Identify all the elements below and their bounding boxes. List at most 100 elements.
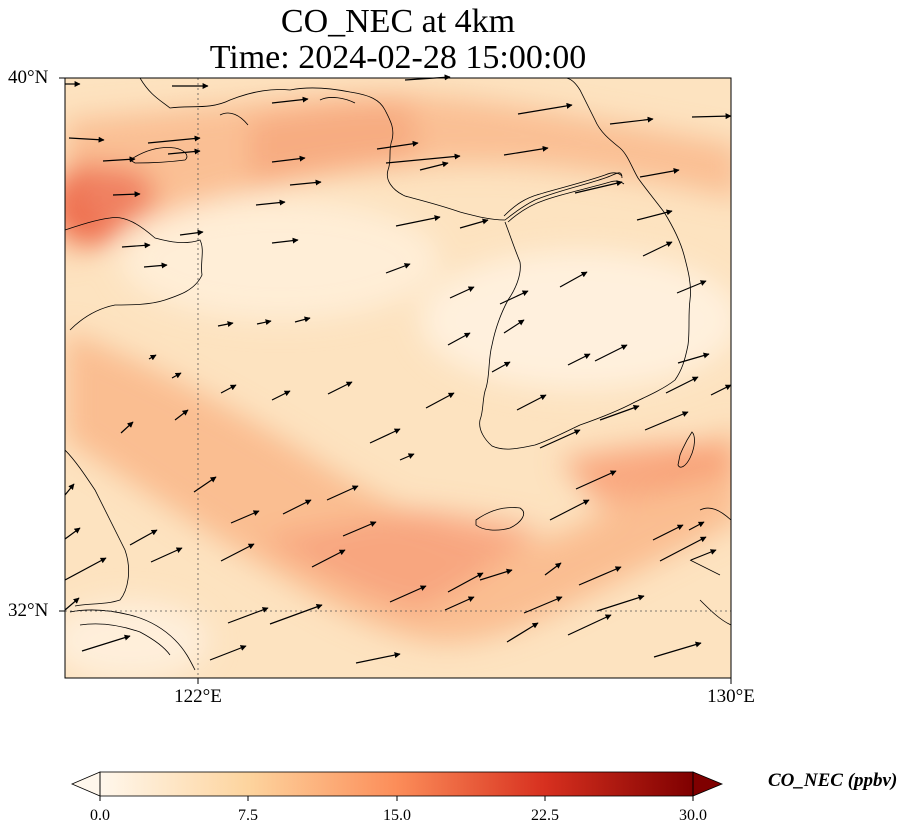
- wind-arrow: [594, 344, 628, 362]
- wind-arrow: [517, 102, 573, 115]
- wind-arrow: [179, 229, 204, 236]
- wind-arrow: [642, 241, 673, 257]
- wind-arrow: [271, 390, 291, 401]
- wind-arrow: [369, 428, 401, 444]
- colorbar-gradient: [100, 772, 693, 796]
- wind-arrow: [112, 191, 141, 198]
- wind-arrow: [147, 135, 201, 144]
- wind-arrow: [271, 155, 306, 163]
- wind-arrow: [120, 421, 134, 434]
- north-coastline: [139, 78, 623, 221]
- colorbar-tick-1: 7.5: [238, 807, 258, 824]
- wind-arrow: [676, 280, 707, 294]
- wind-arrow: [444, 596, 475, 611]
- wind-arrow: [559, 271, 588, 288]
- wind-arrow: [691, 113, 732, 120]
- wind-arrow: [636, 209, 673, 221]
- colorbar-extend-low: [70, 771, 101, 797]
- wind-arrow: [544, 562, 562, 576]
- wind-arrow: [644, 411, 689, 431]
- liaoning-islands: [219, 97, 356, 126]
- wind-arrow: [710, 384, 732, 396]
- wind-arrow: [447, 332, 471, 346]
- wind-arrow: [174, 409, 189, 421]
- yangtze-estuary-b: [79, 623, 171, 656]
- wind-arrow: [385, 153, 461, 164]
- yangtze-estuary: [69, 609, 196, 671]
- colorbar-tick-0: 0.0: [90, 807, 110, 824]
- wind-arrow: [64, 597, 80, 611]
- map-frame: [64, 77, 732, 679]
- wind-arrow: [121, 242, 151, 249]
- wind-arrow: [677, 352, 710, 364]
- wind-arrow: [311, 549, 346, 568]
- coastlines: [65, 78, 731, 671]
- wind-arrow: [399, 453, 415, 461]
- colorbar-tick-2: 15.0: [383, 807, 411, 824]
- wind-arrow: [549, 499, 590, 521]
- wind-arrow: [567, 614, 612, 636]
- wind-arrow: [503, 319, 525, 334]
- wind-arrow: [327, 381, 353, 395]
- wind-arrow: [491, 361, 511, 373]
- wind-arrow: [230, 510, 260, 524]
- wind-vectors: [64, 74, 732, 664]
- wind-arrow: [385, 263, 411, 274]
- wind-arrow: [294, 316, 311, 323]
- wind-arrow: [171, 372, 182, 379]
- wind-arrow: [575, 470, 617, 490]
- tsushima-island: [677, 431, 695, 468]
- wind-arrow: [256, 319, 272, 326]
- wind-arrow: [220, 384, 237, 394]
- wind-arrow: [459, 218, 489, 229]
- wind-arrow: [64, 527, 81, 540]
- lon-label-122e: 122°E: [174, 686, 222, 707]
- jeju-island: [475, 507, 524, 531]
- wind-arrow: [81, 634, 131, 652]
- japan-coast-fragments: [689, 507, 731, 626]
- wind-arrow: [596, 594, 645, 612]
- wind-arrow: [150, 547, 183, 563]
- wind-arrow: [271, 96, 309, 104]
- colorbar-label: CO_NEC (ppbv): [768, 770, 898, 791]
- wind-arrow: [342, 521, 377, 537]
- wind-arrow: [506, 622, 539, 643]
- shandong-coast: [65, 217, 203, 331]
- wind-arrow: [523, 596, 563, 614]
- wind-arrow: [599, 405, 640, 421]
- wind-arrow: [271, 237, 299, 244]
- wind-arrow: [449, 286, 475, 299]
- wind-arrow: [688, 521, 705, 531]
- gridlines: [65, 78, 731, 678]
- wind-arrow: [129, 529, 158, 546]
- wind-arrow: [355, 652, 401, 664]
- wind-arrow: [64, 483, 75, 496]
- wind-arrow: [567, 353, 591, 366]
- wind-arrow: [289, 179, 322, 186]
- wind-arrow: [102, 156, 136, 163]
- map-title-line1: CO_NEC at 4km: [280, 3, 516, 40]
- jiangsu-coast: [65, 449, 130, 607]
- lon-label-130e: 130°E: [707, 686, 755, 707]
- wind-arrow: [578, 566, 622, 586]
- wind-arrow: [539, 429, 581, 449]
- wind-arrow: [217, 321, 234, 328]
- axis-ticks: [59, 77, 732, 684]
- wind-arrow: [64, 557, 107, 581]
- wind-arrow: [395, 215, 441, 227]
- colorbar-tick-3: 22.5: [531, 807, 559, 824]
- wind-arrow: [326, 485, 359, 501]
- wind-arrow: [639, 168, 680, 178]
- wind-arrow: [389, 585, 427, 603]
- lat-label-40n: 40°N: [8, 67, 49, 88]
- wind-arrow: [148, 354, 157, 361]
- wind-arrow: [425, 392, 455, 409]
- liaodong-tip: [129, 147, 188, 164]
- colorbar: [70, 771, 724, 801]
- map-title-line2: Time: 2024-02-28 15:00:00: [209, 39, 587, 76]
- wind-arrow: [255, 199, 286, 206]
- wind-arrow: [479, 568, 513, 581]
- wind-arrow: [282, 499, 312, 515]
- korea-peninsula-coast: [479, 78, 691, 450]
